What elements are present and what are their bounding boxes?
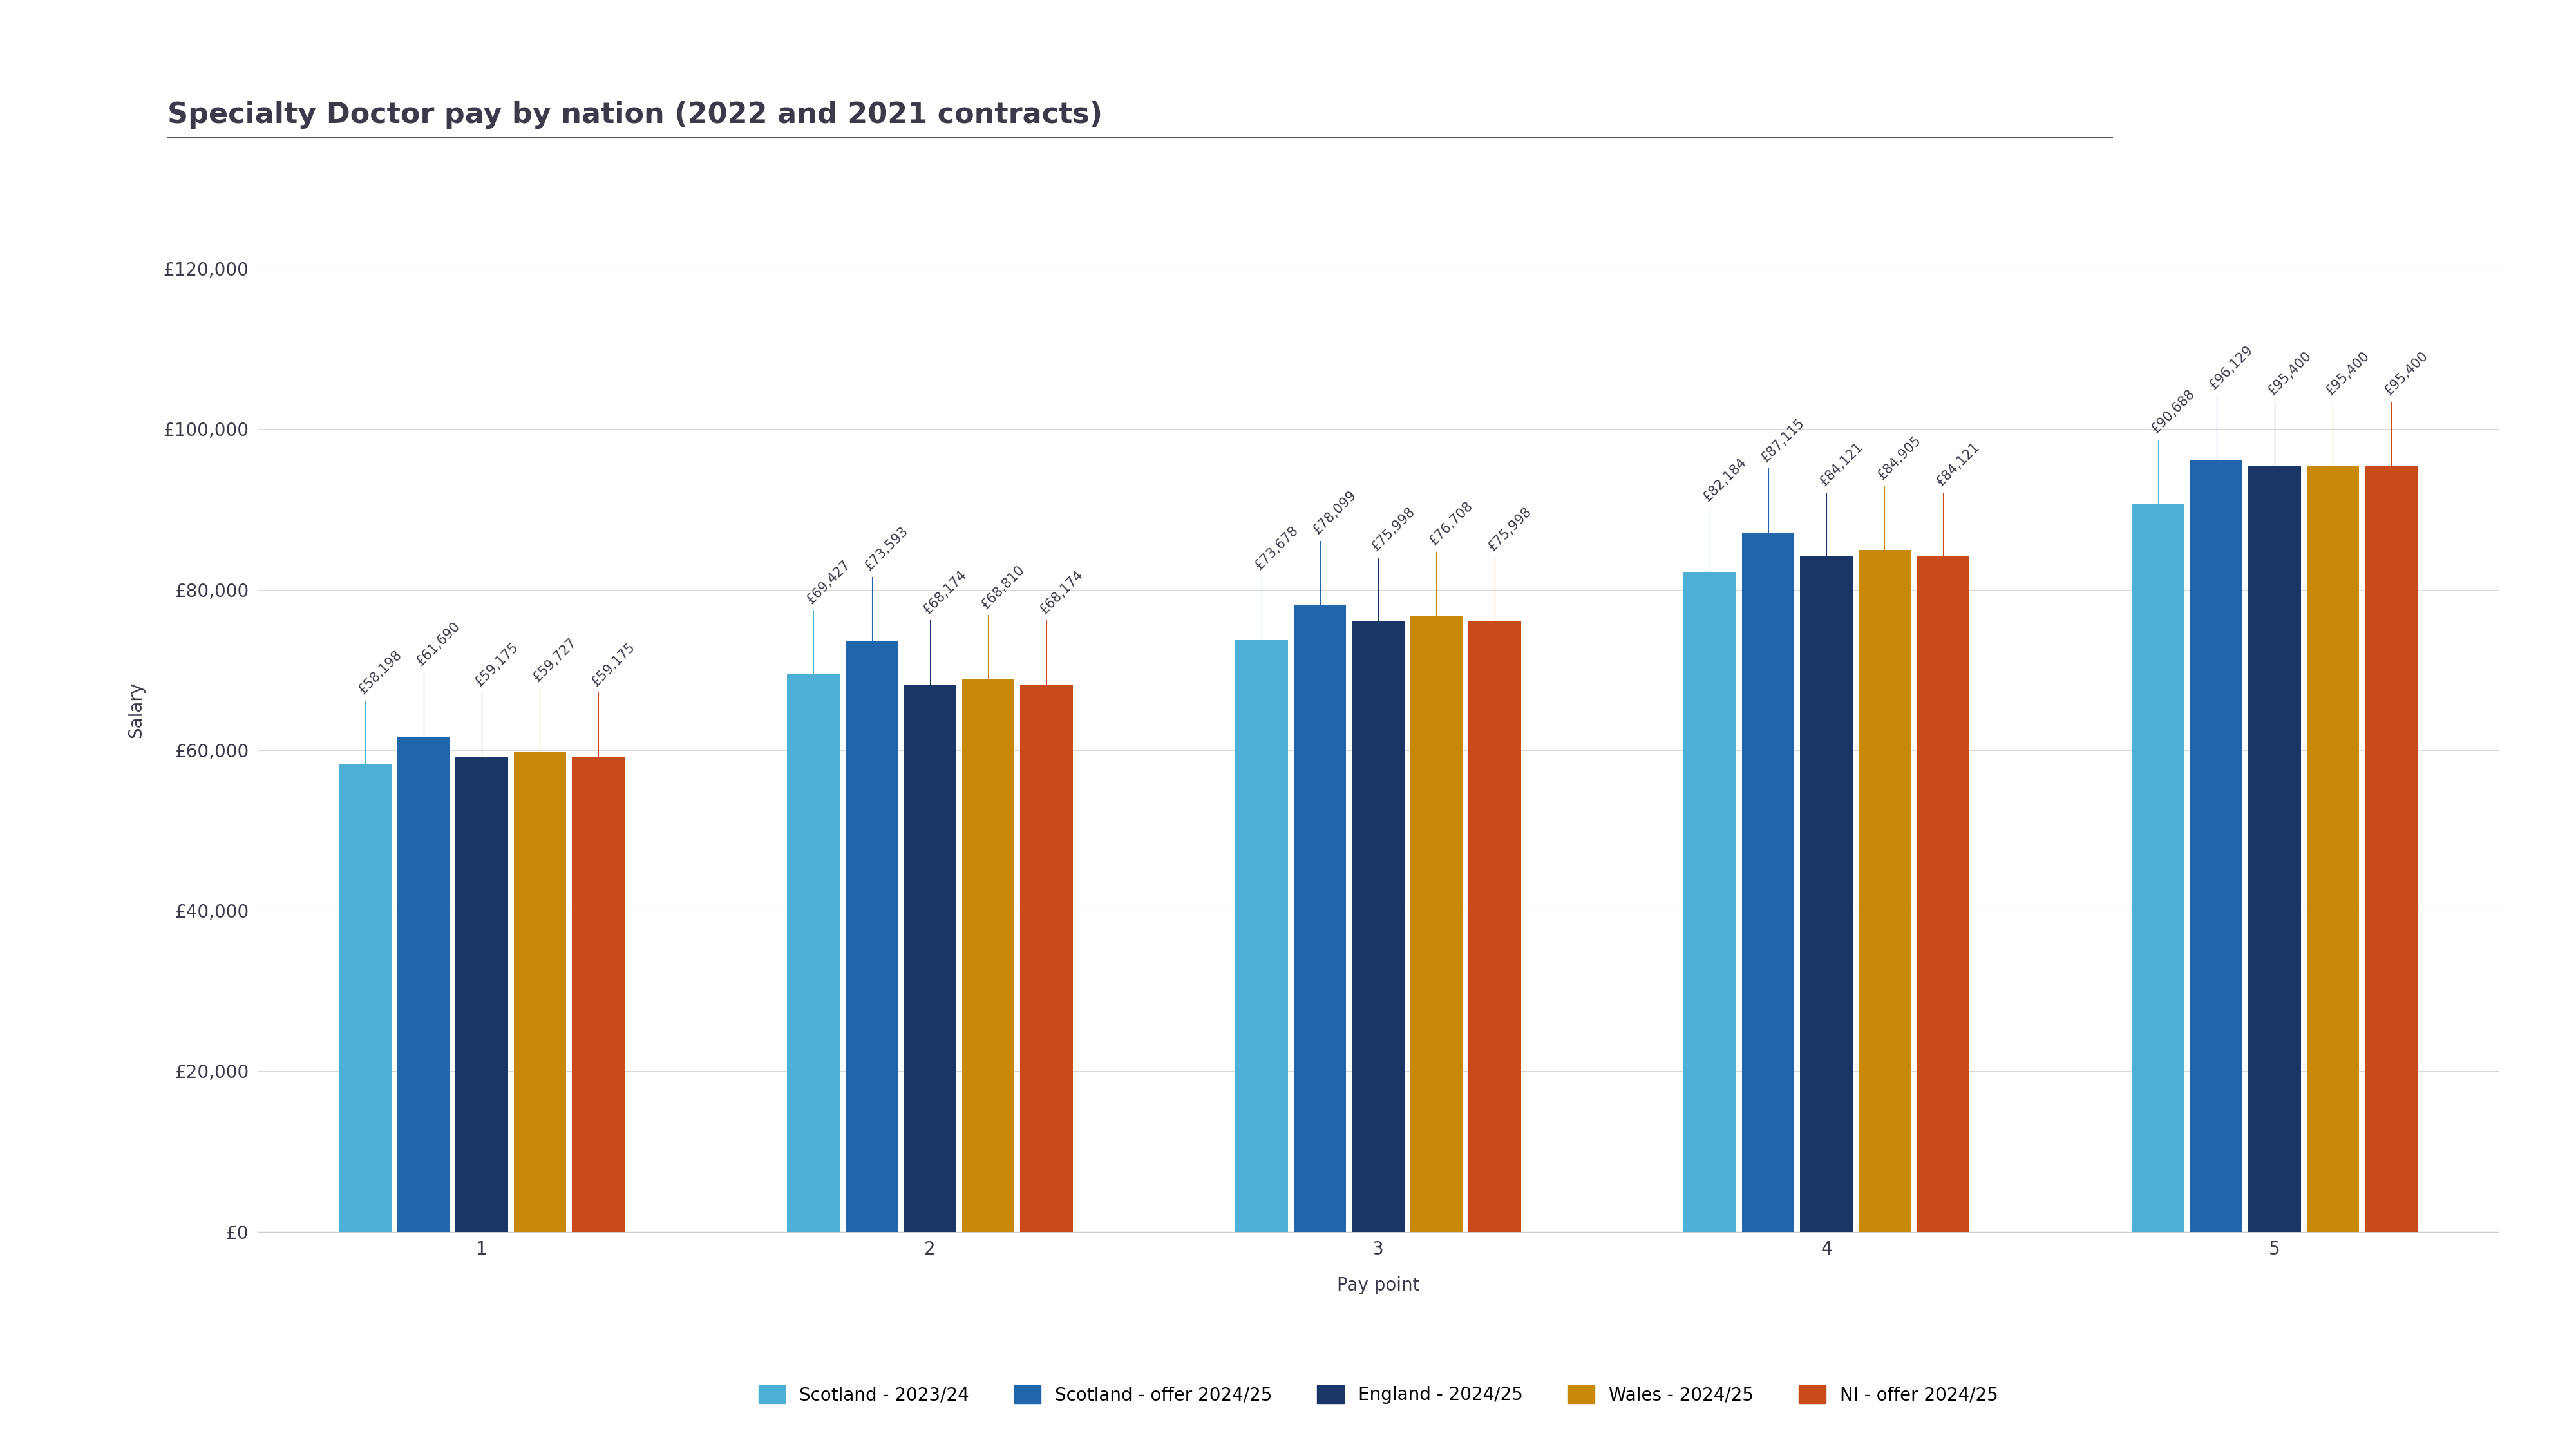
Text: £95,400: £95,400 [2264,349,2313,398]
Text: £76,708: £76,708 [1427,500,1476,548]
Text: £84,905: £84,905 [1875,433,1924,483]
Bar [788,674,840,1232]
Text: £95,400: £95,400 [2383,349,2432,398]
Y-axis label: Salary: Salary [126,682,144,738]
Text: £69,427: £69,427 [804,558,853,606]
Text: £58,198: £58,198 [355,648,404,697]
Bar [456,756,507,1232]
Bar [340,765,392,1232]
X-axis label: Pay point: Pay point [1337,1277,1419,1294]
Text: £59,175: £59,175 [471,640,520,688]
Text: £84,121: £84,121 [1816,440,1865,488]
Text: Specialty Doctor pay by nation (2022 and 2021 contracts): Specialty Doctor pay by nation (2022 and… [167,101,1103,129]
Bar [2249,467,2300,1232]
Bar [1236,640,1288,1232]
Bar [845,640,899,1232]
Bar [1741,533,1795,1232]
Text: £96,129: £96,129 [2208,343,2257,393]
Text: £59,175: £59,175 [590,640,639,688]
Bar [1857,551,1911,1232]
Text: £61,690: £61,690 [415,620,464,668]
Bar [2365,467,2416,1232]
Text: £73,678: £73,678 [1252,523,1301,572]
Text: £95,400: £95,400 [2324,349,2372,398]
Legend: Scotland - 2023/24, Scotland - offer 2024/25, England - 2024/25, Wales - 2024/25: Scotland - 2023/24, Scotland - offer 202… [750,1377,2007,1413]
Bar [2306,467,2360,1232]
Text: £82,184: £82,184 [1700,455,1749,504]
Text: £84,121: £84,121 [1935,440,1981,488]
Text: £68,810: £68,810 [979,562,1028,611]
Bar [1917,556,1968,1232]
Bar [572,756,623,1232]
Text: £68,174: £68,174 [920,568,969,616]
Text: £68,174: £68,174 [1038,568,1084,616]
Text: £59,727: £59,727 [531,636,580,684]
Bar [2133,504,2184,1232]
Text: £78,099: £78,099 [1311,488,1360,536]
Text: £75,998: £75,998 [1486,506,1535,554]
Bar [1468,622,1520,1232]
Bar [2190,461,2244,1232]
Text: £75,998: £75,998 [1368,506,1417,554]
Bar [1352,622,1404,1232]
Bar [1020,684,1072,1232]
Bar [1293,604,1347,1232]
Bar [961,680,1015,1232]
Bar [397,736,451,1232]
Bar [1409,616,1463,1232]
Text: £73,593: £73,593 [863,525,912,572]
Bar [1685,572,1736,1232]
Text: £90,688: £90,688 [2148,387,2197,436]
Bar [904,684,956,1232]
Bar [1801,556,1852,1232]
Bar [513,752,567,1232]
Text: £87,115: £87,115 [1759,416,1808,464]
